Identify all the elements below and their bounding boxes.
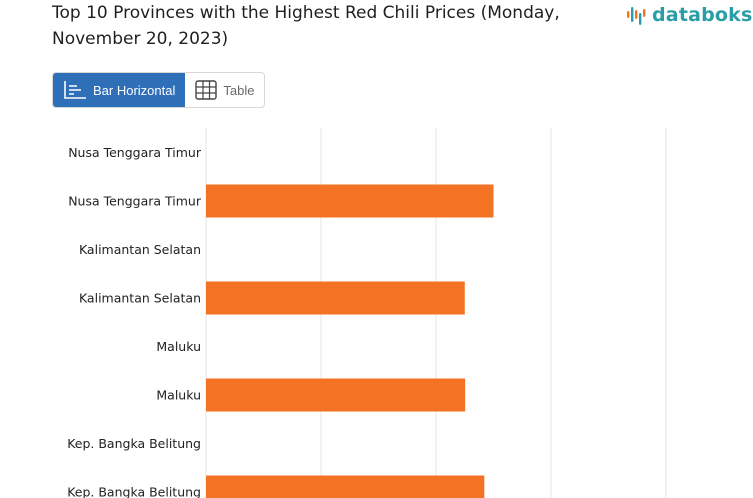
bar-horizontal-button[interactable]: Bar Horizontal <box>53 73 186 107</box>
table-button[interactable]: Table <box>185 73 264 107</box>
bar[interactable] <box>206 378 466 412</box>
category-label: Maluku <box>156 339 201 354</box>
chart-title: Top 10 Provinces with the Highest Red Ch… <box>52 3 560 49</box>
bar[interactable] <box>206 281 465 315</box>
category-label: Kalimantan Selatan <box>79 291 201 306</box>
logo-bars-icon <box>627 7 646 25</box>
databoks-logo[interactable]: databoks <box>626 2 753 28</box>
view-toggle: Bar Horizontal Table <box>52 72 266 108</box>
category-label: Nusa Tenggara Timur <box>68 145 202 160</box>
category-label: Nusa Tenggara Timur <box>68 194 202 209</box>
category-label: Kalimantan Selatan <box>79 242 201 257</box>
bar-chart-icon <box>64 81 86 99</box>
bar[interactable] <box>206 475 485 498</box>
category-label: Maluku <box>156 388 201 403</box>
bar[interactable] <box>206 184 494 218</box>
logo-wordmark: databoks <box>652 4 753 26</box>
category-label: Kep. Bangka Belitung <box>67 485 201 498</box>
table-label: Table <box>223 82 255 98</box>
category-label: Kep. Bangka Belitung <box>67 436 201 451</box>
table-icon <box>195 80 218 100</box>
bar-horizontal-label: Bar Horizontal <box>93 82 176 98</box>
